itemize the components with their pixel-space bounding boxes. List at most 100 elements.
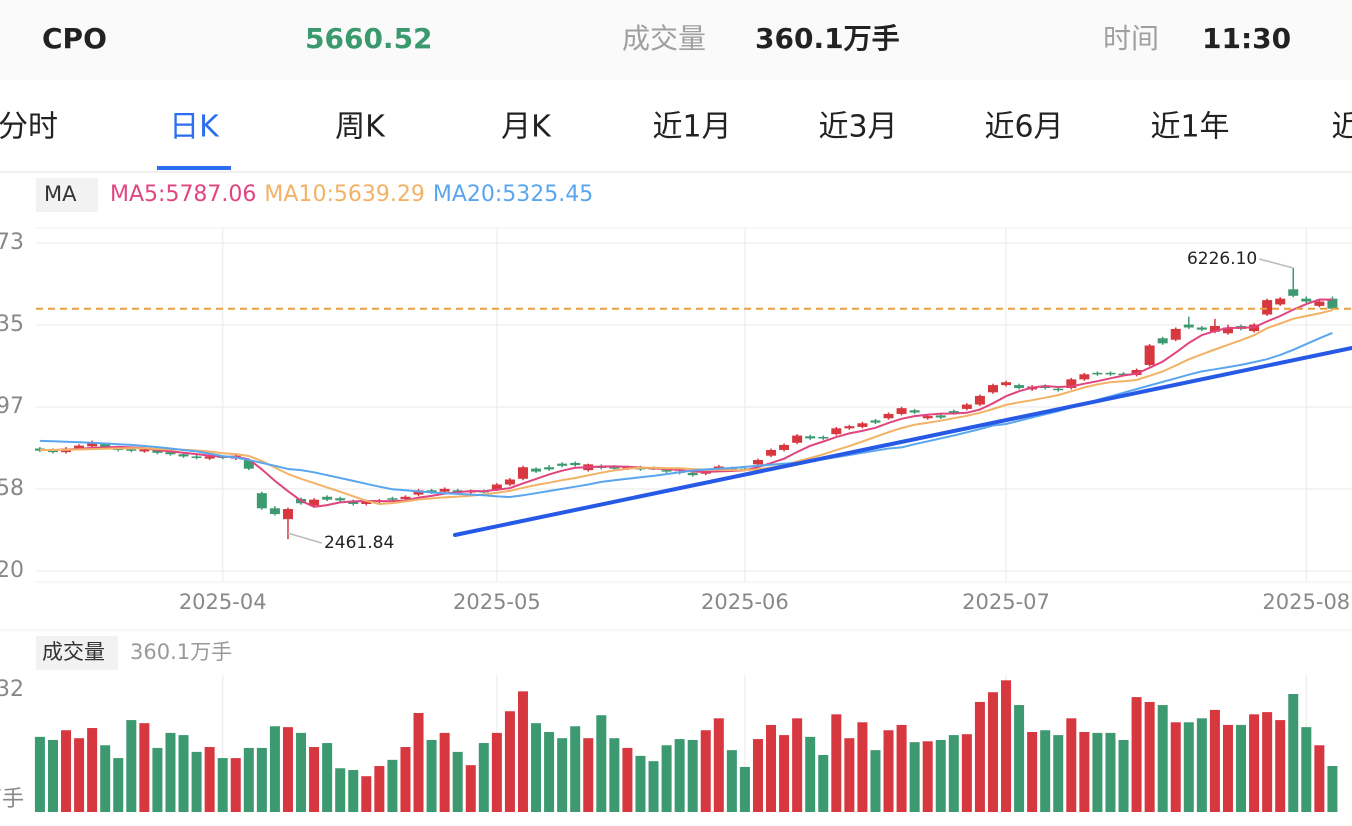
candle-body bbox=[544, 467, 555, 470]
volume-bar bbox=[87, 728, 98, 812]
candle-body bbox=[1314, 301, 1325, 306]
candle-body bbox=[1157, 338, 1168, 344]
volume-bar bbox=[374, 766, 385, 812]
volume-bar bbox=[1014, 705, 1025, 812]
volume-bar bbox=[1157, 705, 1168, 812]
ma-legend: MA20:5325.45 bbox=[433, 182, 593, 207]
volume-bar bbox=[426, 739, 437, 812]
x-tick-label: 2025-06 bbox=[701, 590, 789, 614]
volume-bar bbox=[1249, 714, 1260, 812]
candle-body bbox=[322, 496, 333, 500]
volume-legend: 360.1万手 bbox=[130, 640, 232, 664]
candle-body bbox=[870, 420, 881, 423]
y-unit: 万手 bbox=[0, 787, 24, 812]
candle-body bbox=[1275, 298, 1286, 305]
candle-body bbox=[1079, 374, 1090, 380]
volume-bar bbox=[570, 726, 581, 812]
volume-bar bbox=[909, 742, 920, 812]
volume-bar bbox=[948, 735, 959, 812]
candle-body bbox=[74, 445, 85, 449]
tab[interactable]: 近1月 bbox=[652, 110, 731, 145]
candle-body bbox=[661, 470, 672, 472]
tab-underline bbox=[157, 166, 231, 170]
volume-bar bbox=[974, 701, 985, 812]
volume-bar bbox=[857, 722, 868, 812]
candle-body bbox=[1131, 369, 1142, 376]
x-tick-label: 2025-05 bbox=[453, 590, 541, 614]
tab[interactable]: 近3 bbox=[1331, 110, 1352, 145]
volume-bar bbox=[1170, 722, 1181, 812]
volume-bar bbox=[739, 766, 750, 812]
candle-body bbox=[1288, 289, 1299, 296]
candle-body bbox=[1105, 372, 1116, 375]
low-label: 2461.84 bbox=[324, 533, 394, 553]
candle-body bbox=[922, 416, 933, 419]
candle-body bbox=[47, 449, 58, 453]
volume-bar bbox=[400, 747, 411, 812]
candle-body bbox=[752, 460, 763, 465]
high-pointer bbox=[1259, 258, 1294, 269]
volume-bar bbox=[1288, 694, 1299, 812]
candle-body bbox=[1170, 328, 1181, 340]
volume-bar bbox=[531, 723, 542, 812]
volume-bar bbox=[766, 724, 777, 812]
volume-bar bbox=[309, 747, 320, 812]
header-bar bbox=[0, 0, 1352, 80]
volume-bar bbox=[883, 730, 894, 812]
volume-bar bbox=[1183, 722, 1194, 812]
candle-body bbox=[1301, 298, 1312, 302]
volume-bar bbox=[1301, 727, 1312, 812]
candle-body bbox=[935, 415, 946, 418]
tab[interactable]: 日K bbox=[169, 110, 220, 145]
volume-bar bbox=[844, 738, 855, 812]
tab[interactable]: 月K bbox=[501, 110, 552, 145]
candle-body bbox=[309, 499, 320, 506]
volume-bar bbox=[987, 692, 998, 812]
volume-bar bbox=[1196, 718, 1207, 812]
tab[interactable]: 近3月 bbox=[818, 110, 897, 145]
volume-value: 360.1万手 bbox=[755, 22, 900, 55]
volume-bar bbox=[126, 720, 137, 812]
symbol: CPO bbox=[42, 22, 107, 55]
candle-body bbox=[152, 449, 163, 453]
candle-body bbox=[1196, 327, 1207, 330]
volume-label: 成交量 bbox=[622, 22, 706, 55]
volume-bar bbox=[491, 732, 502, 812]
candle-body bbox=[687, 473, 698, 476]
volume-bar bbox=[413, 713, 424, 812]
candle-body bbox=[1053, 388, 1064, 391]
volume-bar bbox=[335, 768, 346, 812]
volume-bar bbox=[465, 765, 476, 812]
volume-bar bbox=[713, 718, 724, 812]
time-value: 11:30 bbox=[1202, 22, 1291, 55]
ma-line bbox=[39, 331, 1333, 499]
volume-bar bbox=[152, 747, 163, 812]
tab[interactable]: 近1年 bbox=[1150, 110, 1229, 145]
price: 5660.52 bbox=[305, 22, 433, 55]
volume-bar bbox=[256, 747, 267, 812]
volume-bar bbox=[674, 739, 685, 812]
candle-body bbox=[531, 468, 542, 472]
volume-bar bbox=[348, 770, 359, 812]
tab[interactable]: 分时 bbox=[0, 110, 58, 145]
candle-body bbox=[413, 490, 424, 495]
volume-bar bbox=[870, 750, 881, 812]
volume-bar bbox=[452, 751, 463, 812]
volume-bar bbox=[230, 758, 241, 812]
volume-bar bbox=[922, 741, 933, 812]
volume-bar bbox=[282, 727, 293, 812]
candle-body bbox=[805, 436, 816, 439]
candle-body bbox=[792, 435, 803, 443]
volume-bar bbox=[648, 761, 659, 812]
candle-body bbox=[1118, 373, 1129, 376]
tab[interactable]: 周K bbox=[335, 110, 386, 145]
y-tick-label: 3158 bbox=[0, 476, 24, 501]
volume-bar bbox=[113, 758, 124, 812]
trend-line bbox=[453, 346, 1352, 537]
candle-body bbox=[165, 452, 176, 455]
volume-bar bbox=[439, 732, 450, 812]
tab[interactable]: 近6月 bbox=[984, 110, 1063, 145]
